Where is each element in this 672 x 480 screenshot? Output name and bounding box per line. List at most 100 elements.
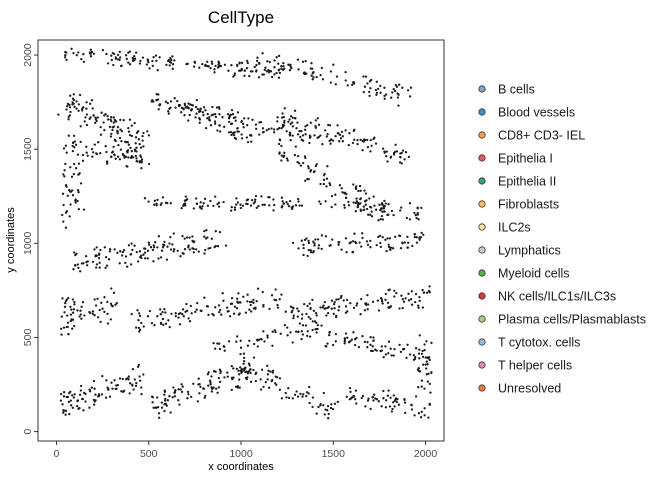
scatter-point: [120, 139, 123, 143]
scatter-point: [59, 392, 63, 396]
scatter-point: [89, 55, 93, 58]
scatter-point: [197, 377, 200, 380]
scatter-point: [290, 67, 293, 70]
scatter-point: [67, 332, 70, 336]
scatter-point: [393, 295, 396, 298]
scatter-point: [350, 397, 353, 400]
scatter-point: [213, 245, 216, 249]
scatter-point: [300, 239, 303, 242]
legend-label: NK cells/ILC1s/ILC3s: [498, 290, 616, 304]
scatter-point: [84, 255, 88, 258]
scatter-point: [237, 130, 240, 133]
scatter-point: [414, 300, 417, 304]
scatter-point: [131, 248, 134, 252]
scatter-point: [151, 248, 155, 252]
scatter-point: [296, 133, 300, 136]
scatter-point: [307, 167, 310, 170]
scatter-point: [78, 393, 82, 396]
scatter-point: [383, 199, 386, 203]
scatter-point: [73, 263, 77, 267]
scatter-point: [368, 94, 371, 98]
scatter-point: [429, 391, 432, 394]
scatter-point: [78, 315, 81, 318]
scatter-point: [76, 188, 80, 192]
scatter-point: [334, 134, 337, 138]
scatter-point: [227, 69, 230, 72]
scatter-point: [316, 117, 319, 120]
scatter-point: [406, 343, 409, 346]
scatter-point: [303, 128, 307, 131]
scatter-point: [127, 51, 130, 54]
scatter-point: [233, 74, 236, 77]
scatter-point: [228, 131, 231, 134]
scatter-point: [255, 300, 258, 303]
scatter-point: [352, 201, 355, 204]
scatter-point: [60, 315, 63, 318]
scatter-point: [401, 241, 404, 244]
scatter-point: [383, 210, 386, 213]
scatter-point: [199, 201, 202, 204]
scatter-point: [218, 342, 221, 345]
scatter-point: [305, 237, 308, 240]
scatter-point: [360, 297, 363, 301]
scatter-point: [214, 195, 217, 198]
scatter-point: [138, 330, 141, 333]
scatter-point: [373, 204, 376, 207]
scatter-point: [285, 396, 288, 399]
scatter-point: [296, 160, 299, 164]
scatter-point: [240, 371, 243, 374]
scatter-point: [212, 341, 215, 345]
scatter-point: [79, 125, 82, 128]
scatter-point: [393, 89, 397, 93]
scatter-point: [203, 296, 206, 299]
scatter-point: [366, 138, 369, 142]
scatter-point: [304, 156, 307, 160]
scatter-point: [418, 334, 421, 337]
legend-marker: [478, 361, 486, 369]
scatter-point: [184, 199, 188, 202]
scatter-point: [79, 140, 82, 144]
scatter-point: [368, 197, 371, 200]
scatter-point: [379, 217, 382, 221]
scatter-point: [377, 235, 380, 239]
scatter-point: [328, 124, 332, 127]
scatter-point: [210, 114, 213, 117]
scatter-point: [420, 410, 423, 413]
scatter-point: [369, 336, 372, 339]
scatter-point: [140, 392, 143, 396]
scatter-point: [305, 391, 309, 394]
scatter-point: [326, 342, 329, 345]
scatter-point: [309, 249, 312, 252]
scatter-point: [202, 202, 205, 205]
scatter-point: [90, 147, 94, 151]
scatter-point: [152, 56, 155, 59]
scatter-point: [277, 76, 281, 79]
scatter-point: [214, 347, 217, 350]
scatter-point: [253, 200, 257, 203]
scatter-point: [242, 295, 245, 298]
scatter-point: [66, 314, 69, 317]
scatter-point: [103, 296, 106, 299]
scatter-point: [300, 337, 303, 341]
scatter-point: [173, 395, 177, 398]
legend-marker: [478, 315, 486, 323]
legend-marker: [478, 154, 486, 162]
scatter-point: [309, 317, 312, 320]
scatter-point: [64, 299, 68, 303]
scatter-point: [168, 395, 171, 398]
scatter-point: [332, 312, 335, 316]
scatter-point: [304, 179, 307, 182]
scatter-point: [214, 230, 217, 233]
scatter-point: [332, 303, 336, 306]
scatter-point: [355, 302, 359, 305]
scatter-point: [400, 206, 403, 209]
scatter-point: [413, 235, 416, 239]
scatter-point: [345, 298, 349, 302]
scatter-point: [194, 116, 197, 119]
scatter-point: [65, 185, 68, 188]
scatter-point: [309, 307, 312, 311]
scatter-point: [206, 64, 209, 68]
scatter-point: [274, 288, 277, 291]
scatter-point: [99, 133, 103, 136]
scatter-point: [272, 209, 275, 212]
